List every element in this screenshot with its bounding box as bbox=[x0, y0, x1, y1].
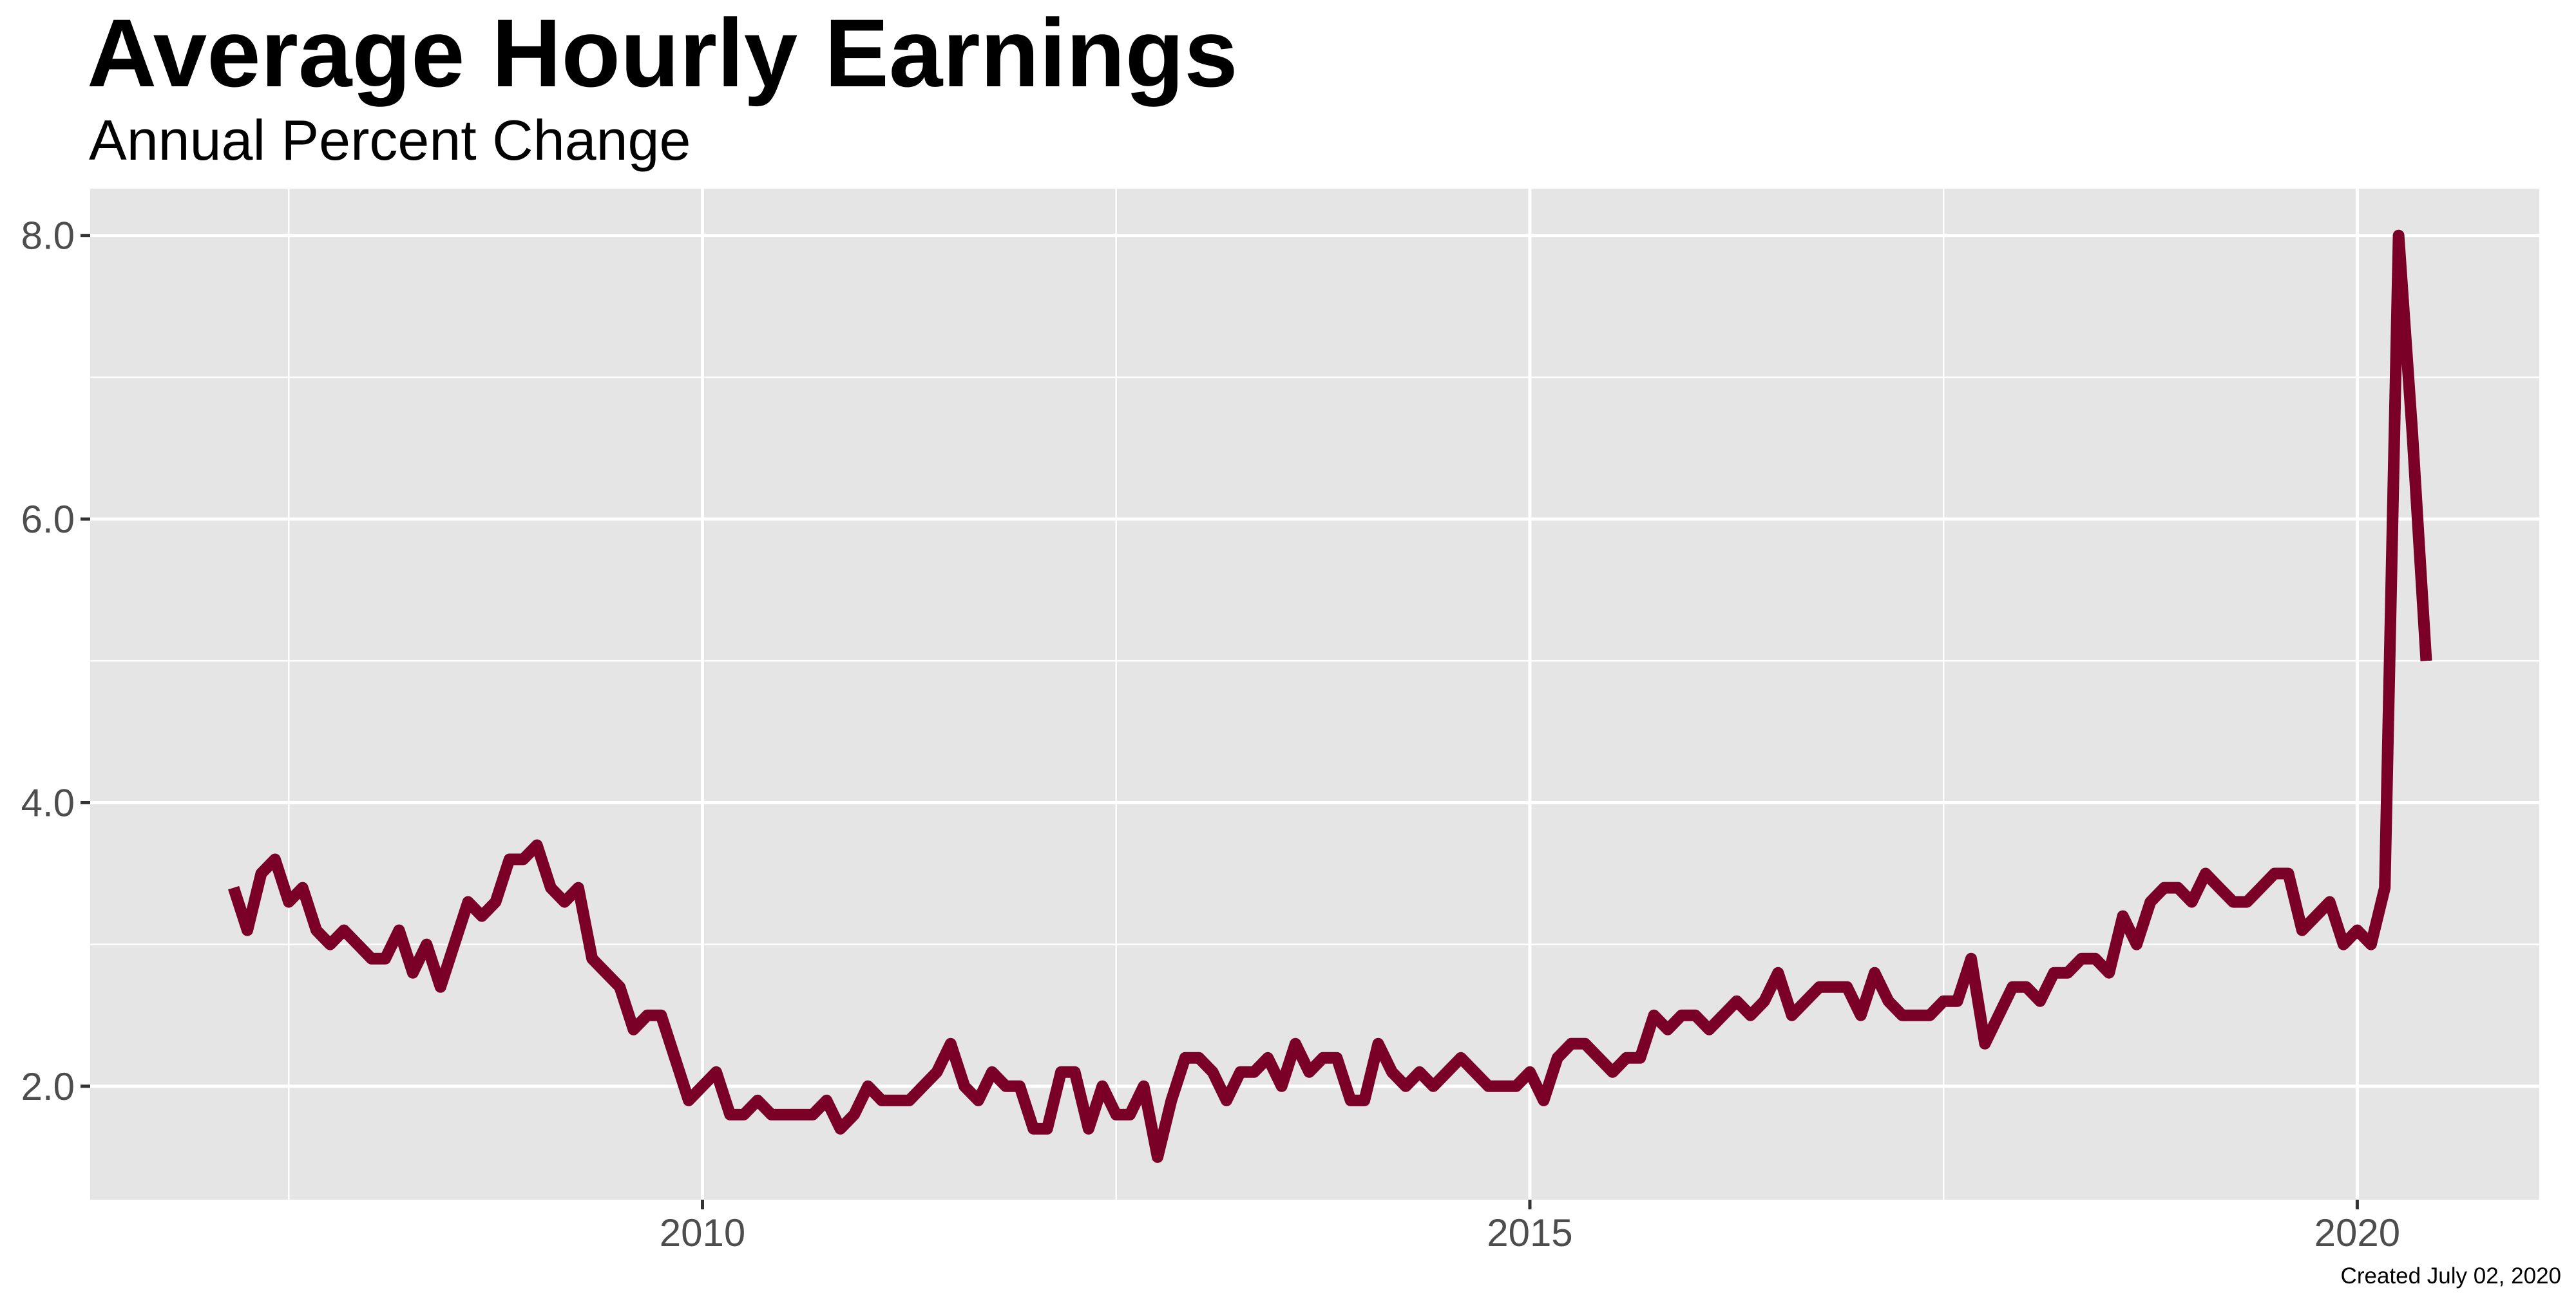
y-tick-label: 2.0 bbox=[21, 1065, 75, 1108]
chart-subtitle: Annual Percent Change bbox=[89, 108, 691, 172]
x-axis: 2010 2015 2020 bbox=[660, 1200, 2400, 1254]
x-tick-label: 2015 bbox=[1487, 1211, 1572, 1254]
plot-panel bbox=[90, 189, 2539, 1200]
x-tick-label: 2020 bbox=[2314, 1211, 2400, 1254]
x-tick-label: 2010 bbox=[660, 1211, 745, 1254]
y-tick-label: 6.0 bbox=[21, 498, 75, 541]
series-group bbox=[228, 229, 2432, 1163]
major-grid bbox=[90, 189, 2539, 1200]
created-date-caption: Created July 02, 2020 bbox=[2340, 1263, 2561, 1289]
y-tick-label: 8.0 bbox=[21, 214, 75, 258]
chart-title: Average Hourly Earnings bbox=[87, 0, 1238, 107]
minor-grid bbox=[90, 189, 2539, 1200]
y-tick-label: 4.0 bbox=[21, 781, 75, 824]
earnings-series-line bbox=[228, 229, 2432, 1163]
y-axis: 2.0 4.0 6.0 8.0 bbox=[21, 214, 90, 1108]
